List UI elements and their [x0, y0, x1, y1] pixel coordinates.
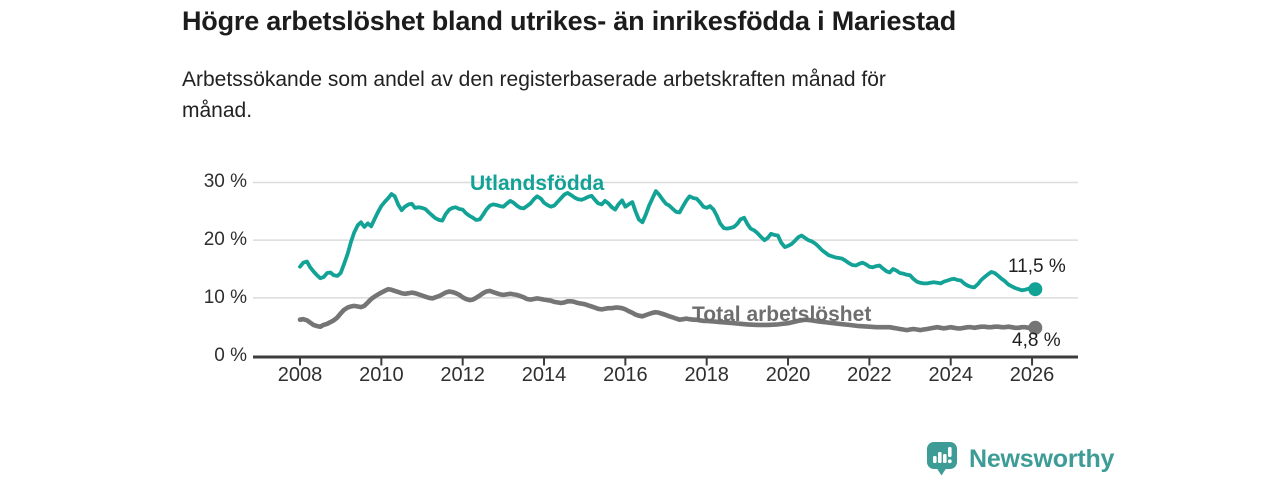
- newsworthy-logo[interactable]: Newsworthy: [926, 441, 1114, 477]
- chart-subtitle: Arbetssökande som andel av den registerb…: [182, 64, 886, 126]
- x-tick-label: 2014: [521, 364, 567, 386]
- x-tick-label: 2008: [277, 364, 323, 386]
- series-end-dot-1: [1028, 320, 1043, 335]
- x-tick-label: 2018: [684, 364, 729, 386]
- page-title: Högre arbetslöshet bland utrikes- än inr…: [182, 6, 956, 36]
- chart-subtitle-line-1: Arbetssökande som andel av den registerb…: [182, 68, 886, 91]
- end-value-label-total-arbetsloshet: 4,8 %: [1012, 330, 1061, 351]
- y-tick-label: 20 %: [203, 229, 247, 251]
- x-tick-label: 2024: [928, 364, 973, 386]
- y-tick-label: 10 %: [203, 286, 247, 308]
- newsworthy-logo-icon: [927, 442, 957, 476]
- x-tick-label: 2010: [359, 364, 404, 386]
- x-tick-label: 2016: [603, 364, 648, 386]
- y-tick-label: 0 %: [214, 344, 247, 366]
- series-end-dot-0: [1028, 282, 1043, 297]
- x-tick-label: 2020: [765, 364, 811, 386]
- x-tick-label: 2012: [440, 364, 485, 386]
- series-line-1: [297, 286, 1038, 333]
- series-label-utlandsfodda: Utlandsfödda: [470, 172, 605, 195]
- series-label-total-arbetsloshet: Total arbetslöshet: [692, 303, 872, 326]
- x-tick-label: 2026: [1009, 364, 1055, 386]
- y-tick-label: 30 %: [203, 171, 247, 193]
- end-value-label-utlandsfodda: 11,5 %: [1008, 256, 1066, 277]
- newsworthy-brand-name: Newsworthy: [969, 444, 1115, 473]
- series-line-0: [298, 189, 1038, 293]
- x-tick-label: 2022: [847, 364, 892, 386]
- chart-subtitle-line-2: månad.: [182, 99, 253, 122]
